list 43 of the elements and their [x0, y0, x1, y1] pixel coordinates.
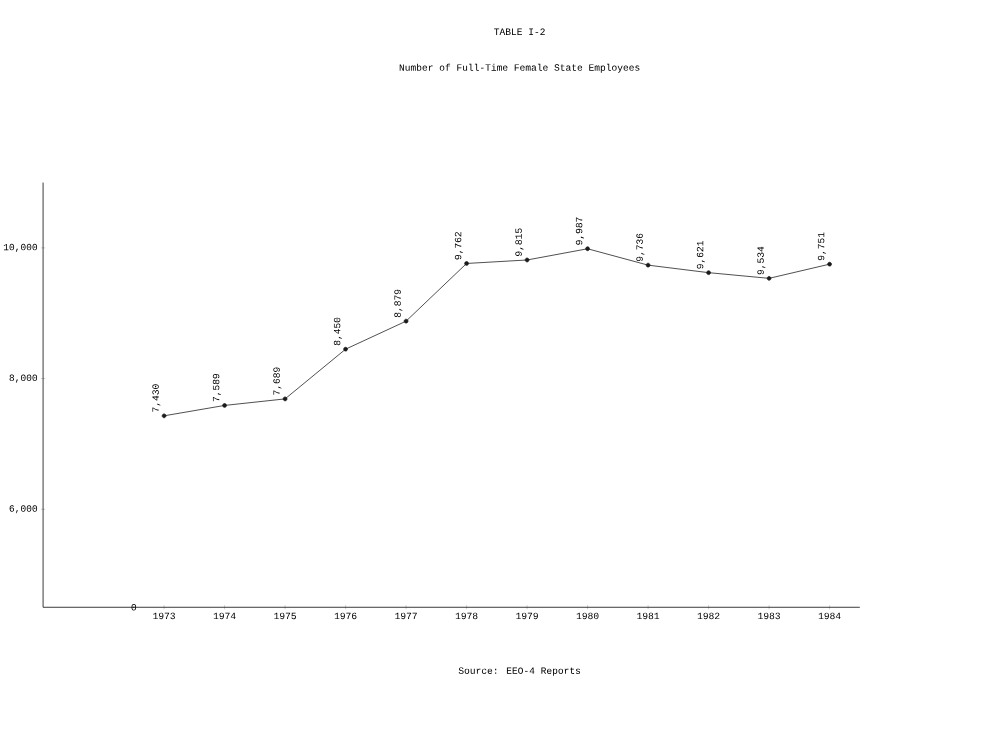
data-label: 9,987: [575, 217, 584, 245]
data-label: 9,736: [636, 233, 645, 261]
x-tick-label: 1981: [637, 612, 660, 620]
data-label: 9,621: [696, 240, 705, 269]
x-tick-label: 1973: [153, 612, 175, 620]
point: [222, 403, 227, 408]
x-tick-label: 1974: [213, 612, 236, 620]
point: [827, 261, 832, 267]
x-tick-label: 1984: [818, 612, 841, 620]
x-tick-label: 1975: [274, 612, 296, 620]
point: [766, 275, 772, 281]
point: [403, 318, 409, 324]
point: [645, 262, 651, 268]
data-label: 7,689: [273, 367, 282, 395]
x-tick-label: 1983: [758, 612, 780, 620]
x-tick-label: 1979: [516, 612, 538, 620]
data-label: 7,589: [212, 373, 221, 402]
y-tick-label: 10,000: [3, 243, 38, 252]
x-tick-label: 1982: [697, 612, 720, 620]
x-tick-label: 1977: [395, 612, 417, 620]
y-tick-label: 6,000: [9, 505, 38, 514]
x-tick-label: 1978: [455, 612, 478, 620]
source-note: Source: EEO-4 Reports: [458, 667, 581, 676]
point: [706, 270, 711, 275]
data-label: 9,534: [757, 246, 766, 275]
point: [464, 261, 469, 266]
data-label: 8,450: [333, 317, 342, 346]
point: [282, 396, 288, 402]
data-label: 8,879: [394, 289, 403, 318]
data-label: 9,762: [454, 231, 463, 260]
point: [524, 257, 530, 263]
annotation: 0: [131, 603, 137, 611]
data-label: 9,751: [817, 232, 826, 261]
data-label: 9,815: [515, 228, 524, 256]
y-tick-label: 8,000: [9, 374, 38, 383]
chart-title: TABLE I-2: [494, 28, 545, 35]
point: [585, 246, 590, 251]
point: [343, 346, 348, 352]
data-label: 7,430: [152, 384, 161, 412]
point: [161, 413, 167, 419]
x-tick-label: 1980: [576, 612, 599, 620]
chart-subtitle: Number of Full-Time Female State Employees: [399, 63, 640, 73]
x-tick-label: 1976: [334, 612, 357, 620]
